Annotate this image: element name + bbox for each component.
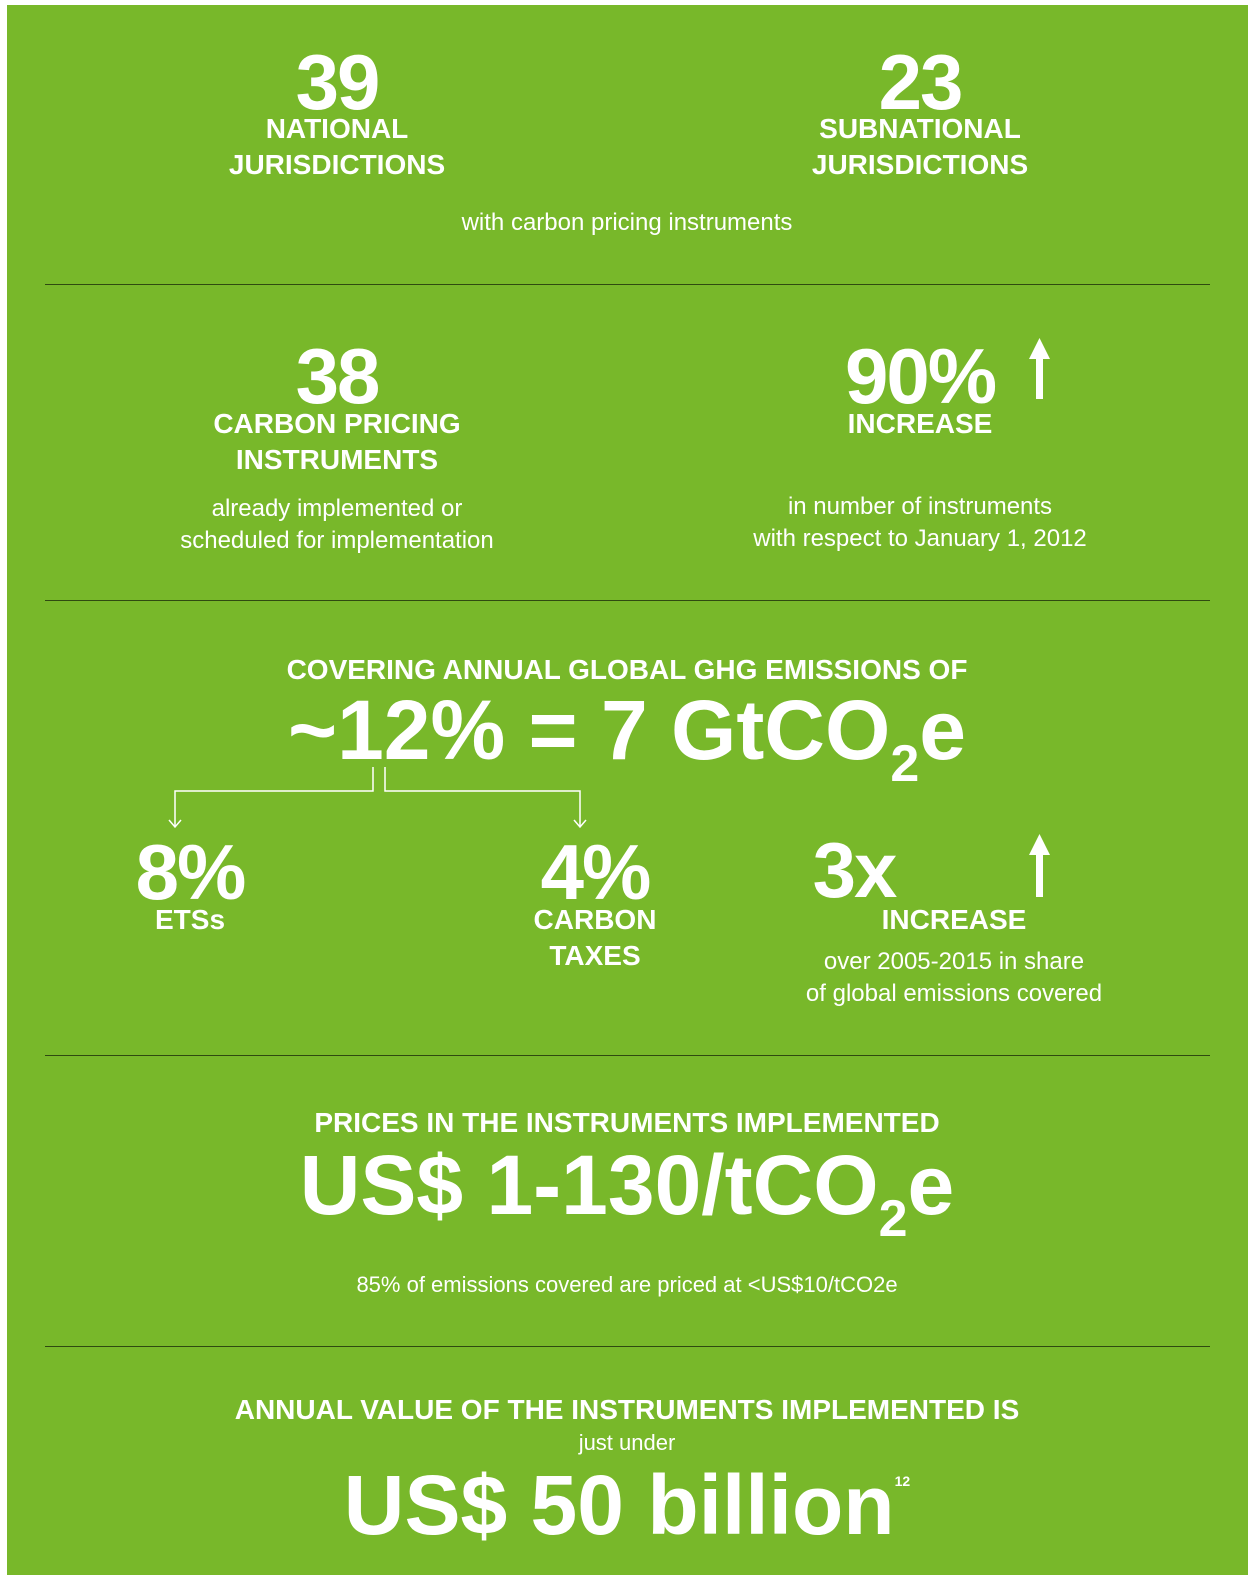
big-value: ~12% = 7 GtCO2e — [177, 683, 1077, 790]
label-line: CARBON PRICING — [213, 408, 461, 439]
label-line: INSTRUMENTS — [235, 444, 439, 475]
subscript: 2 — [890, 735, 920, 793]
note: in number of instruments with respect to … — [620, 491, 1220, 555]
section-heading: COVERING ANNUAL GLOBAL GHG EMISSIONS OF — [286, 654, 968, 685]
label-line: NATIONAL — [265, 113, 409, 144]
branch-arrows — [168, 767, 587, 829]
stat-number: 39 — [295, 38, 381, 126]
stat-number: 3x — [812, 826, 898, 914]
label-line: JURISDICTIONS — [228, 149, 446, 180]
stat-label: NATIONAL JURISDICTIONS — [37, 111, 637, 183]
decorations — [168, 338, 1050, 897]
stat-label: ETSs — [154, 904, 226, 935]
note-line: already implemented or — [211, 495, 463, 522]
value-text: ~12% = 7 GtCO — [288, 683, 891, 777]
footnote: 12 — [894, 1473, 911, 1489]
infographic: 39 NATIONAL JURISDICTIONS 23 SUBNATIONAL J… — [7, 5, 1248, 1575]
value-suffix: e — [907, 1138, 955, 1232]
divider — [45, 284, 1210, 285]
value-text: US$ 1-130/tCO — [299, 1138, 879, 1232]
divider — [45, 1346, 1210, 1347]
stat-number: 4% — [540, 828, 652, 916]
stat-label: SUBNATIONAL JURISDICTIONS — [620, 111, 1220, 183]
note-line: scheduled for implementation — [180, 527, 494, 554]
stat-label: CARBON PRICING INSTRUMENTS — [37, 406, 637, 478]
label-line: JURISDICTIONS — [811, 149, 1029, 180]
big-value: US$ 50 billion12 — [227, 1460, 1027, 1550]
section-heading: PRICES IN THE INSTRUMENTS IMPLEMENTED — [314, 1107, 940, 1138]
divider — [45, 1055, 1210, 1056]
label-line: CARBON — [533, 904, 657, 935]
note: already implemented or scheduled for impl… — [37, 493, 637, 557]
section-heading: ANNUAL VALUE OF THE INSTRUMENTS IMPLEMEN… — [234, 1394, 1020, 1425]
note: over 2005-2015 in share of global emissio… — [754, 946, 1154, 1010]
stat-number: 90% — [844, 332, 997, 420]
up-arrow — [1029, 834, 1050, 897]
note: 85% of emissions covered are priced at <… — [356, 1272, 898, 1297]
note-line: with respect to January 1, 2012 — [753, 525, 1087, 552]
qualifier: just under — [578, 1430, 676, 1455]
stat-label: INCREASE — [847, 408, 993, 439]
value-suffix: e — [919, 683, 966, 777]
big-value: US$ 1-130/tCO2e — [177, 1138, 1077, 1245]
value-text: US$ 50 billion — [343, 1458, 895, 1552]
stat-number: 38 — [295, 332, 381, 420]
divider — [45, 600, 1210, 601]
subscript: 2 — [878, 1190, 908, 1248]
note-line: of global emissions covered — [805, 980, 1103, 1007]
up-arrow — [1029, 338, 1050, 399]
note-line: over 2005-2015 in share — [823, 948, 1085, 975]
stat-label: CARBON TAXES — [445, 902, 745, 974]
label-line: SUBNATIONAL — [819, 113, 1021, 144]
stat-number: 23 — [878, 38, 964, 126]
stat-number: 8% — [135, 828, 247, 916]
label-line: TAXES — [549, 940, 641, 971]
note: with carbon pricing instruments — [461, 209, 793, 236]
stat-label: INCREASE — [881, 904, 1027, 935]
note-line: in number of instruments — [787, 493, 1053, 520]
